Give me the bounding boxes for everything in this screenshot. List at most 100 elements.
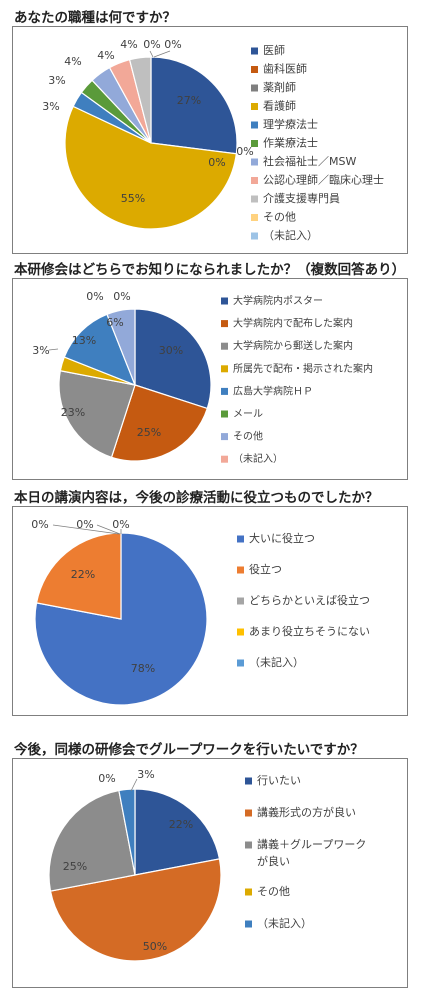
chart2-legend-swatch-4 <box>221 365 228 373</box>
chart1-legend-swatch-4 <box>251 103 258 110</box>
chart4-legend-label-5: （未記入） <box>257 916 312 930</box>
chart1-data-label-3: 0% <box>236 145 253 158</box>
chart2-data-label-4: 3% <box>32 344 49 357</box>
chart1-legend-swatch-9 <box>251 195 258 203</box>
chart2-title: 本研修会はどちらでお知りになられましたか？（複数回答あり） <box>14 262 406 278</box>
chart2-slice-5 <box>63 313 137 387</box>
chart2-legend-swatch-1 <box>221 297 228 305</box>
chart2-legend-swatch-7 <box>221 433 228 441</box>
chart3-legend-swatch-3 <box>237 597 244 605</box>
chart4-data-label-2: 50% <box>143 940 167 953</box>
chart2-leader-4 <box>48 348 59 351</box>
chart3-slice-2 <box>35 532 122 620</box>
chart1-slice-1 <box>150 56 238 155</box>
chart1-slice-9 <box>128 56 152 144</box>
chart2-data-label-2: 25% <box>137 426 161 439</box>
chart3-legend-label-1: 大いに役立つ <box>249 531 315 545</box>
chart3-data-label-3: 0% <box>31 518 48 531</box>
chart2-data-label-7: 6% <box>106 316 123 329</box>
chart4-slice-5 <box>118 788 136 876</box>
chart1-data-label-11: 0% <box>164 38 181 51</box>
chart4-legend-label-3: 講義＋グループワークが良い <box>257 837 366 868</box>
chart1-data-label-9: 4% <box>120 38 137 51</box>
chart1-legend-label-9: 介護支援専門員 <box>263 191 340 205</box>
chart4-data-label-1: 22% <box>169 818 193 831</box>
chart2-slice-3 <box>58 370 136 459</box>
chart4-data-label-3: 25% <box>63 860 87 873</box>
chart1-data-label-6: 3% <box>48 74 65 87</box>
chart1-title: あなたの職種は何ですか？ <box>14 10 176 26</box>
chart1-legend-label-4: 看護師 <box>263 99 296 113</box>
chart4-legend-swatch-1 <box>245 777 252 785</box>
chart4-leader-5 <box>130 778 138 792</box>
chart3-legend-label-4: あまり役立ちそうにない <box>249 624 370 638</box>
chart2-data-label-3: 23% <box>61 406 85 419</box>
chart1-data-label-4: 55% <box>121 192 145 205</box>
chart3-data-label-1: 78% <box>131 662 155 675</box>
chart4-legend-label-1: 行いたい <box>257 774 301 787</box>
chart2-panel: 30% 25% 23% 3% 13% 0% 6% 0% 大学病院内ポスター 大学病院内で配布した案… <box>12 278 408 480</box>
chart4-slice-1 <box>134 788 221 876</box>
chart2-legend-label-2: 大学病院内で配布した案内 <box>233 317 353 330</box>
chart3-data-label-5: 0% <box>112 518 129 531</box>
chart4-panel: 22% 50% 25% 0% 3% 行いたい 講義形式の方が良い 講義＋グループワークが良いそ… <box>12 758 408 988</box>
chart1-data-label-1: 27% <box>177 94 201 107</box>
chart3-legend-label-2: 役立つ <box>249 562 282 576</box>
chart3-legend-swatch-5 <box>237 659 244 667</box>
chart1-legend-swatch-8 <box>251 177 258 184</box>
chart2-legend-label-4: 所属先で配布・掲示された案内 <box>233 362 373 375</box>
chart1-legend-swatch-1 <box>251 47 258 55</box>
chart3-legend-swatch-2 <box>237 566 244 574</box>
chart1-legend-swatch-10 <box>251 214 258 221</box>
chart4-legend-swatch-4 <box>245 888 252 896</box>
chart1-data-label-2: 0% <box>208 156 225 169</box>
chart4-slice-2 <box>49 858 222 962</box>
chart1-leader-10 <box>149 50 154 58</box>
chart1-svg: 27% 0% 0% 55% 3% 3% 4% 4% 4% 0% 0% 医師歯科医師薬剤師看護師理学療法… <box>42 38 384 242</box>
chart1-data-label-5: 3% <box>42 100 59 113</box>
chart2-slice-1 <box>134 308 212 410</box>
chart1-legend-label-8: 公認心理師／臨床心理士 <box>263 173 384 187</box>
chart2-data-label-1: 30% <box>159 344 183 357</box>
chart2-legend-label-3: 大学病院から郵送した案内 <box>233 339 353 352</box>
chart4-data-label-4: 0% <box>98 772 115 785</box>
chart2-svg: 30%25%23%3%13%0%6%0% 大学病院内ポスター大学病院内で配布した案… <box>32 290 373 465</box>
chart2-legend-swatch-5 <box>221 387 228 395</box>
chart2-legend-swatch-6 <box>221 410 228 418</box>
chart1-legend-swatch-6 <box>251 140 258 147</box>
chart1-legend-label-7: 社会福祉士／MSW <box>263 154 356 168</box>
chart1-legend-swatch-7 <box>251 158 258 166</box>
chart4-legend-swatch-2 <box>245 809 252 817</box>
chart1-legend-swatch-2 <box>251 66 258 73</box>
chart1-data-label-7: 4% <box>64 55 81 68</box>
chart4-title: 今後，同様の研修会でグループワークを行いたいですか？ <box>14 742 364 758</box>
chart2-legend-label-8: （未記入） <box>233 452 283 465</box>
chart2-legend-swatch-8 <box>221 455 228 463</box>
chart2-legend-label-5: 広島大学病院ＨＰ <box>233 384 313 397</box>
chart2-data-label-5: 13% <box>72 334 96 347</box>
chart1-legend-label-6: 作業療法士 <box>263 136 318 150</box>
chart2-slice-7 <box>106 308 136 386</box>
chart4-svg: 22% 50% 25% 0% 3% 行いたい講義形式の方が良い講義＋グループワークが良いそ… <box>48 768 366 962</box>
chart3-legend-label-5: （未記入） <box>249 655 304 669</box>
chart3-legend-swatch-1 <box>237 535 244 543</box>
chart4-data-label-5: 3% <box>137 768 154 781</box>
chart4-legend-swatch-3 <box>245 841 252 849</box>
chart1-legend-label-11: （未記入） <box>263 228 318 242</box>
chart2-legend-label-7: その他 <box>233 430 263 443</box>
chart3-slice-1 <box>34 532 208 706</box>
chart1-data-label-8: 4% <box>97 49 114 62</box>
chart2-slice-2 <box>110 384 209 462</box>
chart1-slice-4 <box>64 105 237 230</box>
chart3-leader-3 <box>52 524 120 535</box>
chart1-legend-label-5: 理学療法士 <box>263 117 318 131</box>
chart3-data-label-4: 0% <box>76 518 93 531</box>
chart2-legend-swatch-3 <box>221 342 228 350</box>
chart1-legend-label-10: その他 <box>263 211 296 224</box>
chart4-slice-3 <box>48 789 136 892</box>
chart1-leader-11 <box>153 50 171 58</box>
chart2-legend-label-1: 大学病院内ポスター <box>233 294 323 307</box>
chart1-panel: 27% 0% 0% 55% 3% 3% 4% 4% 4% 0% 0% 医師 歯科医師 薬剤師 看護師 理学療法… <box>12 26 408 254</box>
chart2-data-label-8: 0% <box>113 290 130 303</box>
chart1-legend-label-3: 薬剤師 <box>263 80 296 94</box>
